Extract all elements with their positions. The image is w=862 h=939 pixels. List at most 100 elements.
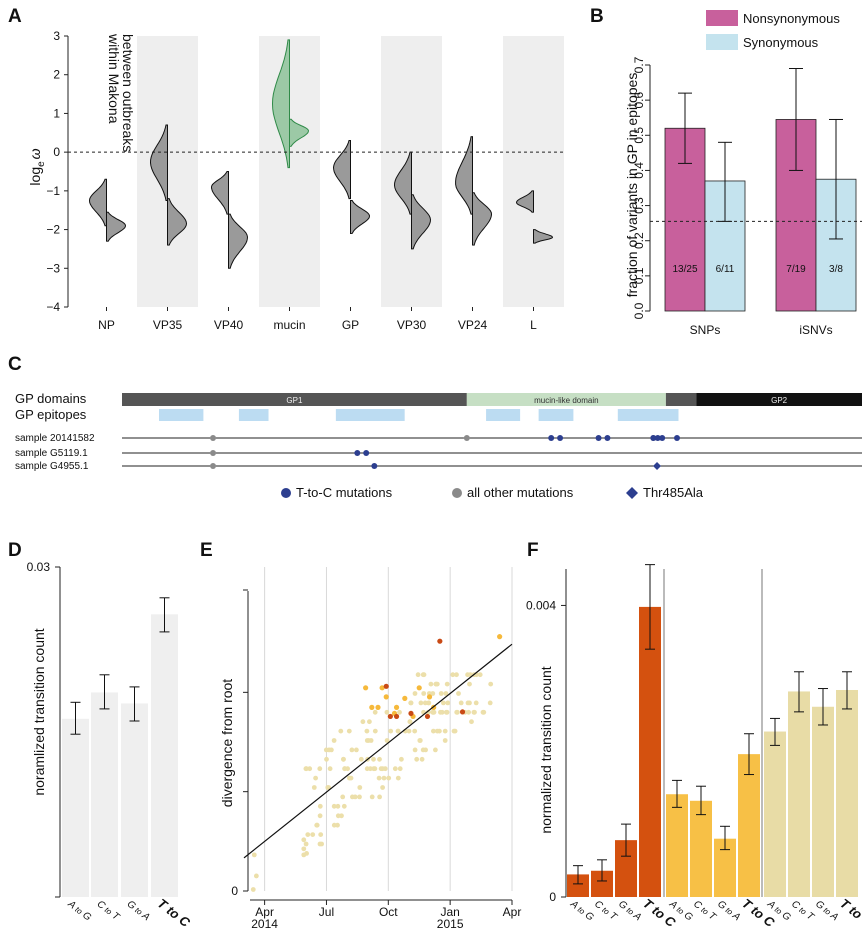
panel-label-d: D	[8, 540, 22, 561]
bar-group1-T to C	[738, 754, 760, 897]
scatter-point	[471, 709, 477, 715]
chart-b-ytick-label: 0.0	[632, 302, 646, 319]
scatter-point	[443, 709, 449, 715]
chart-a-ytick-label: 1	[53, 106, 60, 120]
mutation-tc-dot	[650, 435, 657, 441]
scatter-point	[418, 700, 424, 706]
scatter-point	[417, 738, 423, 743]
scatter-point	[443, 691, 449, 696]
scatter-point	[384, 709, 390, 715]
violin-NP-between	[106, 211, 127, 242]
scatter-point	[433, 681, 439, 687]
annotation-within-makona: within Makona	[106, 33, 122, 124]
scatter-point	[251, 852, 257, 858]
mutation-tc-dot	[548, 435, 555, 441]
scatter-point	[354, 747, 359, 753]
chart-e-ytick-label: 0	[231, 884, 238, 898]
scatter-point	[438, 709, 443, 715]
bar-count-label: 3/8	[829, 264, 843, 275]
scatter-point-dark	[459, 709, 466, 715]
violin-L-within	[515, 190, 534, 213]
chart-b-ytick-label: 0.6	[632, 91, 646, 108]
chart-b-ytick-label: 0.3	[632, 197, 646, 214]
chart-e-xtick-label: 2014	[251, 917, 278, 931]
scatter-point	[386, 775, 392, 781]
scatter-point	[341, 756, 346, 762]
scatter-point	[338, 728, 344, 734]
gp-epitope-4	[538, 409, 574, 421]
violin-L-between	[533, 229, 554, 244]
gp-domain-label: mucin-like domain	[534, 396, 598, 405]
chart-a-ytick-label: −1	[46, 184, 60, 198]
scatter-point-dark	[387, 713, 393, 720]
legend-syn-swatch	[706, 34, 738, 50]
chart-a-xtick-label: mucin	[273, 318, 305, 332]
chart-f-xtick-label: G to A	[813, 899, 840, 924]
scatter-point	[480, 709, 486, 715]
legend-thr-label: Thr485Ala	[643, 485, 704, 500]
bar-G to A	[121, 703, 148, 897]
scatter-point	[380, 766, 385, 772]
chart-b-ytick-label: 0.4	[632, 162, 646, 179]
bar-group1-G to A	[714, 838, 736, 897]
scatter-point	[301, 846, 307, 852]
bar-group0-C to T	[591, 870, 613, 897]
gp-domain-0	[122, 393, 467, 406]
bar-count-label: 7/19	[786, 264, 806, 275]
scatter-point	[371, 766, 377, 772]
scatter-point	[442, 738, 448, 743]
panel-label-c: C	[8, 354, 22, 375]
scatter-point	[428, 681, 434, 687]
scatter-point	[319, 841, 324, 847]
scatter-point	[465, 672, 470, 678]
chart-f-xtick-label: A to G	[567, 898, 595, 924]
scatter-point	[372, 728, 378, 734]
mutation-tc-dot	[354, 450, 361, 456]
bar-group0-T to C	[639, 606, 661, 897]
scatter-point	[465, 700, 471, 706]
bar-group2-C to T	[788, 691, 810, 897]
sample-label: sample G4955.1	[15, 461, 89, 472]
chart-d-xtick-label: A to G	[65, 898, 93, 924]
bar-group0-G to A	[615, 840, 637, 897]
sample-label: sample 20141582	[15, 433, 95, 444]
scatter-point	[420, 672, 426, 678]
scatter-point	[437, 728, 442, 734]
violin-VP24-between	[472, 192, 493, 246]
chart-b-ytick-label: 0.5	[632, 127, 646, 144]
violin-VP40-between	[228, 213, 249, 269]
mutation-tc-dot	[654, 435, 661, 441]
scatter-point	[376, 775, 382, 781]
gp-domain-label: GP1	[286, 396, 303, 405]
scatter-point	[384, 738, 390, 743]
gp-epitope-1	[238, 409, 269, 421]
scatter-point-orange	[426, 694, 433, 700]
chart-a-xtick-label: L	[530, 318, 537, 332]
chart-b-xtick-label: SNPs	[690, 323, 721, 337]
scatter-point	[421, 691, 427, 696]
scatter-point	[445, 700, 451, 706]
scatter-point	[360, 719, 366, 725]
scatter-point	[335, 803, 341, 809]
bar-C to T	[91, 692, 118, 897]
chart-e-xtick-label: Apr	[255, 905, 274, 919]
chart-a: 3 2 1 0 −1 −2 −3 −4 NP VP35 VP40 mucin GP VP30 VP24 L	[46, 29, 566, 332]
violin-VP40-within	[210, 171, 229, 215]
mutation-tc-dot	[674, 435, 680, 441]
scatter-point	[454, 709, 460, 715]
chart-e-xtick-label: Apr	[503, 905, 522, 919]
scatter-point	[466, 709, 471, 715]
scatter-point	[340, 794, 346, 800]
bar-group2-T to C	[836, 689, 858, 897]
scatter-point	[392, 766, 398, 772]
scatter-point	[477, 672, 483, 678]
scatter-point	[473, 700, 479, 706]
scatter-point	[253, 873, 259, 879]
scatter-point-dark	[437, 638, 443, 644]
scatter-point	[423, 747, 428, 753]
chart-a-xtick-label: VP35	[153, 318, 183, 332]
chart-e-xtick-label: Jul	[319, 905, 334, 919]
chart-a-ytick-label: −4	[46, 300, 60, 314]
violin-VP35-within	[149, 124, 168, 202]
